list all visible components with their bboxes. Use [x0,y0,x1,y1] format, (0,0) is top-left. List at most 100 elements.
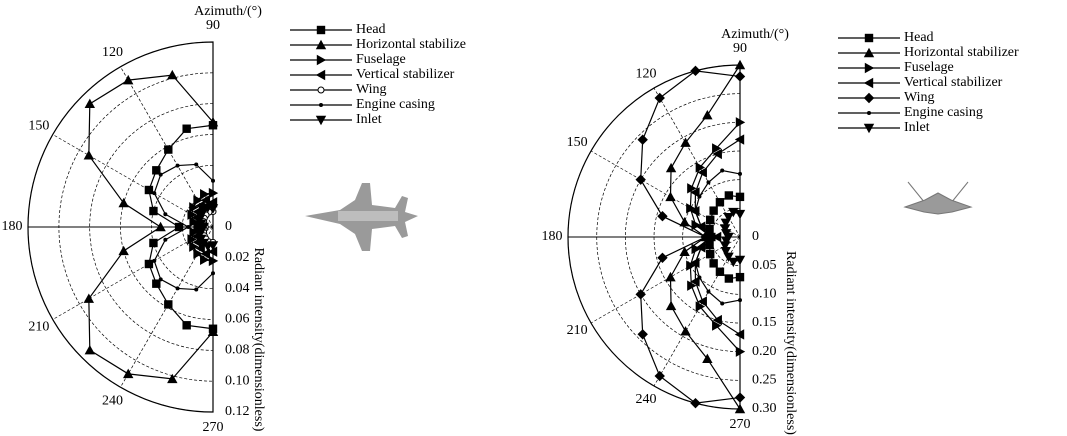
marker [738,298,742,303]
marker [164,145,173,154]
marker [123,368,134,379]
marker [728,257,739,268]
marker [167,373,178,384]
marker [680,326,691,336]
marker [735,272,745,282]
r-axis-label: Radiant intensity(dimensionless) [251,248,266,432]
marker [735,346,746,357]
theta-tick-label: 270 [203,420,224,435]
marker [691,243,701,255]
marker [700,231,711,243]
grid-spoke [52,226,214,320]
marker [186,225,191,229]
marker [715,198,725,207]
marker [174,222,184,232]
grid-circle [596,93,741,381]
legend-label: Fuselage [904,60,954,75]
plane-fin [907,181,926,204]
r-tick-label: 0 [752,229,759,244]
marker [84,344,96,355]
legend-label: Head [904,30,934,45]
marker [200,189,210,200]
legend-marker [863,77,874,89]
legend-label: Inlet [904,120,930,135]
r-tick-label: 0.20 [752,344,777,359]
marker [693,260,698,265]
marker [712,320,722,331]
marker [686,203,696,214]
marker [734,392,746,403]
marker [679,216,690,227]
polar-frame [567,64,741,410]
marker [175,163,180,168]
marker [193,195,203,206]
theta-tick-label: 180 [542,229,563,244]
theta-tick-label: 150 [567,135,588,150]
marker [637,134,648,145]
marker [734,134,745,145]
legend-label: Vertical stabilizer [904,75,1003,90]
marker [695,301,706,312]
marker [152,258,157,263]
marker [200,194,211,206]
marker [715,267,725,276]
marker [163,212,168,217]
r-tick-label: 0.06 [225,312,250,327]
theta-tick-label: 210 [567,323,588,338]
marker [200,254,210,265]
marker [167,69,178,80]
legend-marker [864,33,874,43]
marker [635,174,646,185]
marker [118,245,129,256]
marker [705,240,714,250]
marker [208,255,219,267]
marker [690,187,700,198]
marker [709,206,718,215]
marker [189,241,199,252]
legend-label: Horizontal stabilizer [904,45,1019,60]
legend-marker [863,47,875,58]
marker [690,397,701,409]
marker [665,191,676,202]
marker [706,289,711,294]
theta-tick-label: 120 [102,45,123,60]
marker [654,370,665,382]
legend-marker [315,69,326,81]
marker [207,241,219,251]
grid-spoke [52,134,214,228]
marker [706,250,715,259]
polar-frame [27,41,214,413]
marker [211,271,215,276]
marker [149,206,158,216]
marker [734,71,746,82]
marker [720,246,732,257]
r-tick-label: 0.10 [752,287,777,302]
r-tick-label: 0.25 [752,373,777,388]
marker [144,259,154,269]
theta-tick-label: 120 [636,66,657,81]
theta-tick-label: 240 [102,393,123,408]
plane-fuselage [338,211,398,221]
marker [734,255,746,266]
marker [680,137,691,147]
marker [123,74,134,85]
grid-spoke [653,236,741,387]
legend-marker [317,86,325,94]
marker [686,260,696,271]
marker [702,109,713,120]
legend-label: Engine casing [356,97,435,112]
theta-tick-label: 240 [636,392,657,407]
marker [158,172,163,177]
marker [724,274,734,283]
legend-label: Head [356,22,386,37]
r-tick-label: 0.15 [752,315,777,330]
legend-marker [315,115,327,126]
legend-label: Fuselage [356,52,406,67]
r-tick-label: 0.08 [225,343,250,358]
marker [695,162,706,173]
marker [734,403,746,414]
marker [712,148,722,160]
marker [712,314,722,326]
marker [687,280,697,291]
